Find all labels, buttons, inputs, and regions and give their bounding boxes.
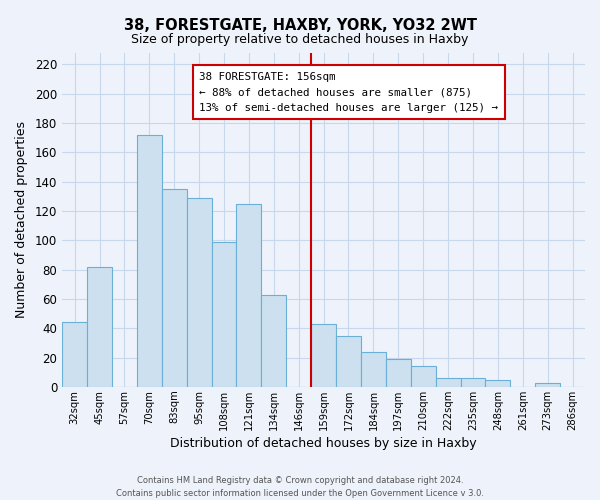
- Bar: [386, 359, 411, 387]
- Bar: [311, 324, 336, 387]
- Bar: [461, 378, 485, 387]
- X-axis label: Distribution of detached houses by size in Haxby: Distribution of detached houses by size …: [170, 437, 477, 450]
- Bar: [62, 322, 87, 387]
- Y-axis label: Number of detached properties: Number of detached properties: [15, 121, 28, 318]
- Text: 38, FORESTGATE, HAXBY, YORK, YO32 2WT: 38, FORESTGATE, HAXBY, YORK, YO32 2WT: [124, 18, 476, 32]
- Bar: [212, 242, 236, 387]
- Bar: [162, 189, 187, 387]
- Text: Contains HM Land Registry data © Crown copyright and database right 2024.
Contai: Contains HM Land Registry data © Crown c…: [116, 476, 484, 498]
- Bar: [236, 204, 262, 387]
- Bar: [187, 198, 212, 387]
- Bar: [485, 380, 511, 387]
- Bar: [87, 266, 112, 387]
- Text: 38 FORESTGATE: 156sqm
← 88% of detached houses are smaller (875)
13% of semi-det: 38 FORESTGATE: 156sqm ← 88% of detached …: [199, 72, 498, 113]
- Bar: [436, 378, 461, 387]
- Bar: [411, 366, 436, 387]
- Bar: [262, 294, 286, 387]
- Bar: [336, 336, 361, 387]
- Bar: [535, 382, 560, 387]
- Bar: [361, 352, 386, 387]
- Bar: [137, 134, 162, 387]
- Text: Size of property relative to detached houses in Haxby: Size of property relative to detached ho…: [131, 32, 469, 46]
